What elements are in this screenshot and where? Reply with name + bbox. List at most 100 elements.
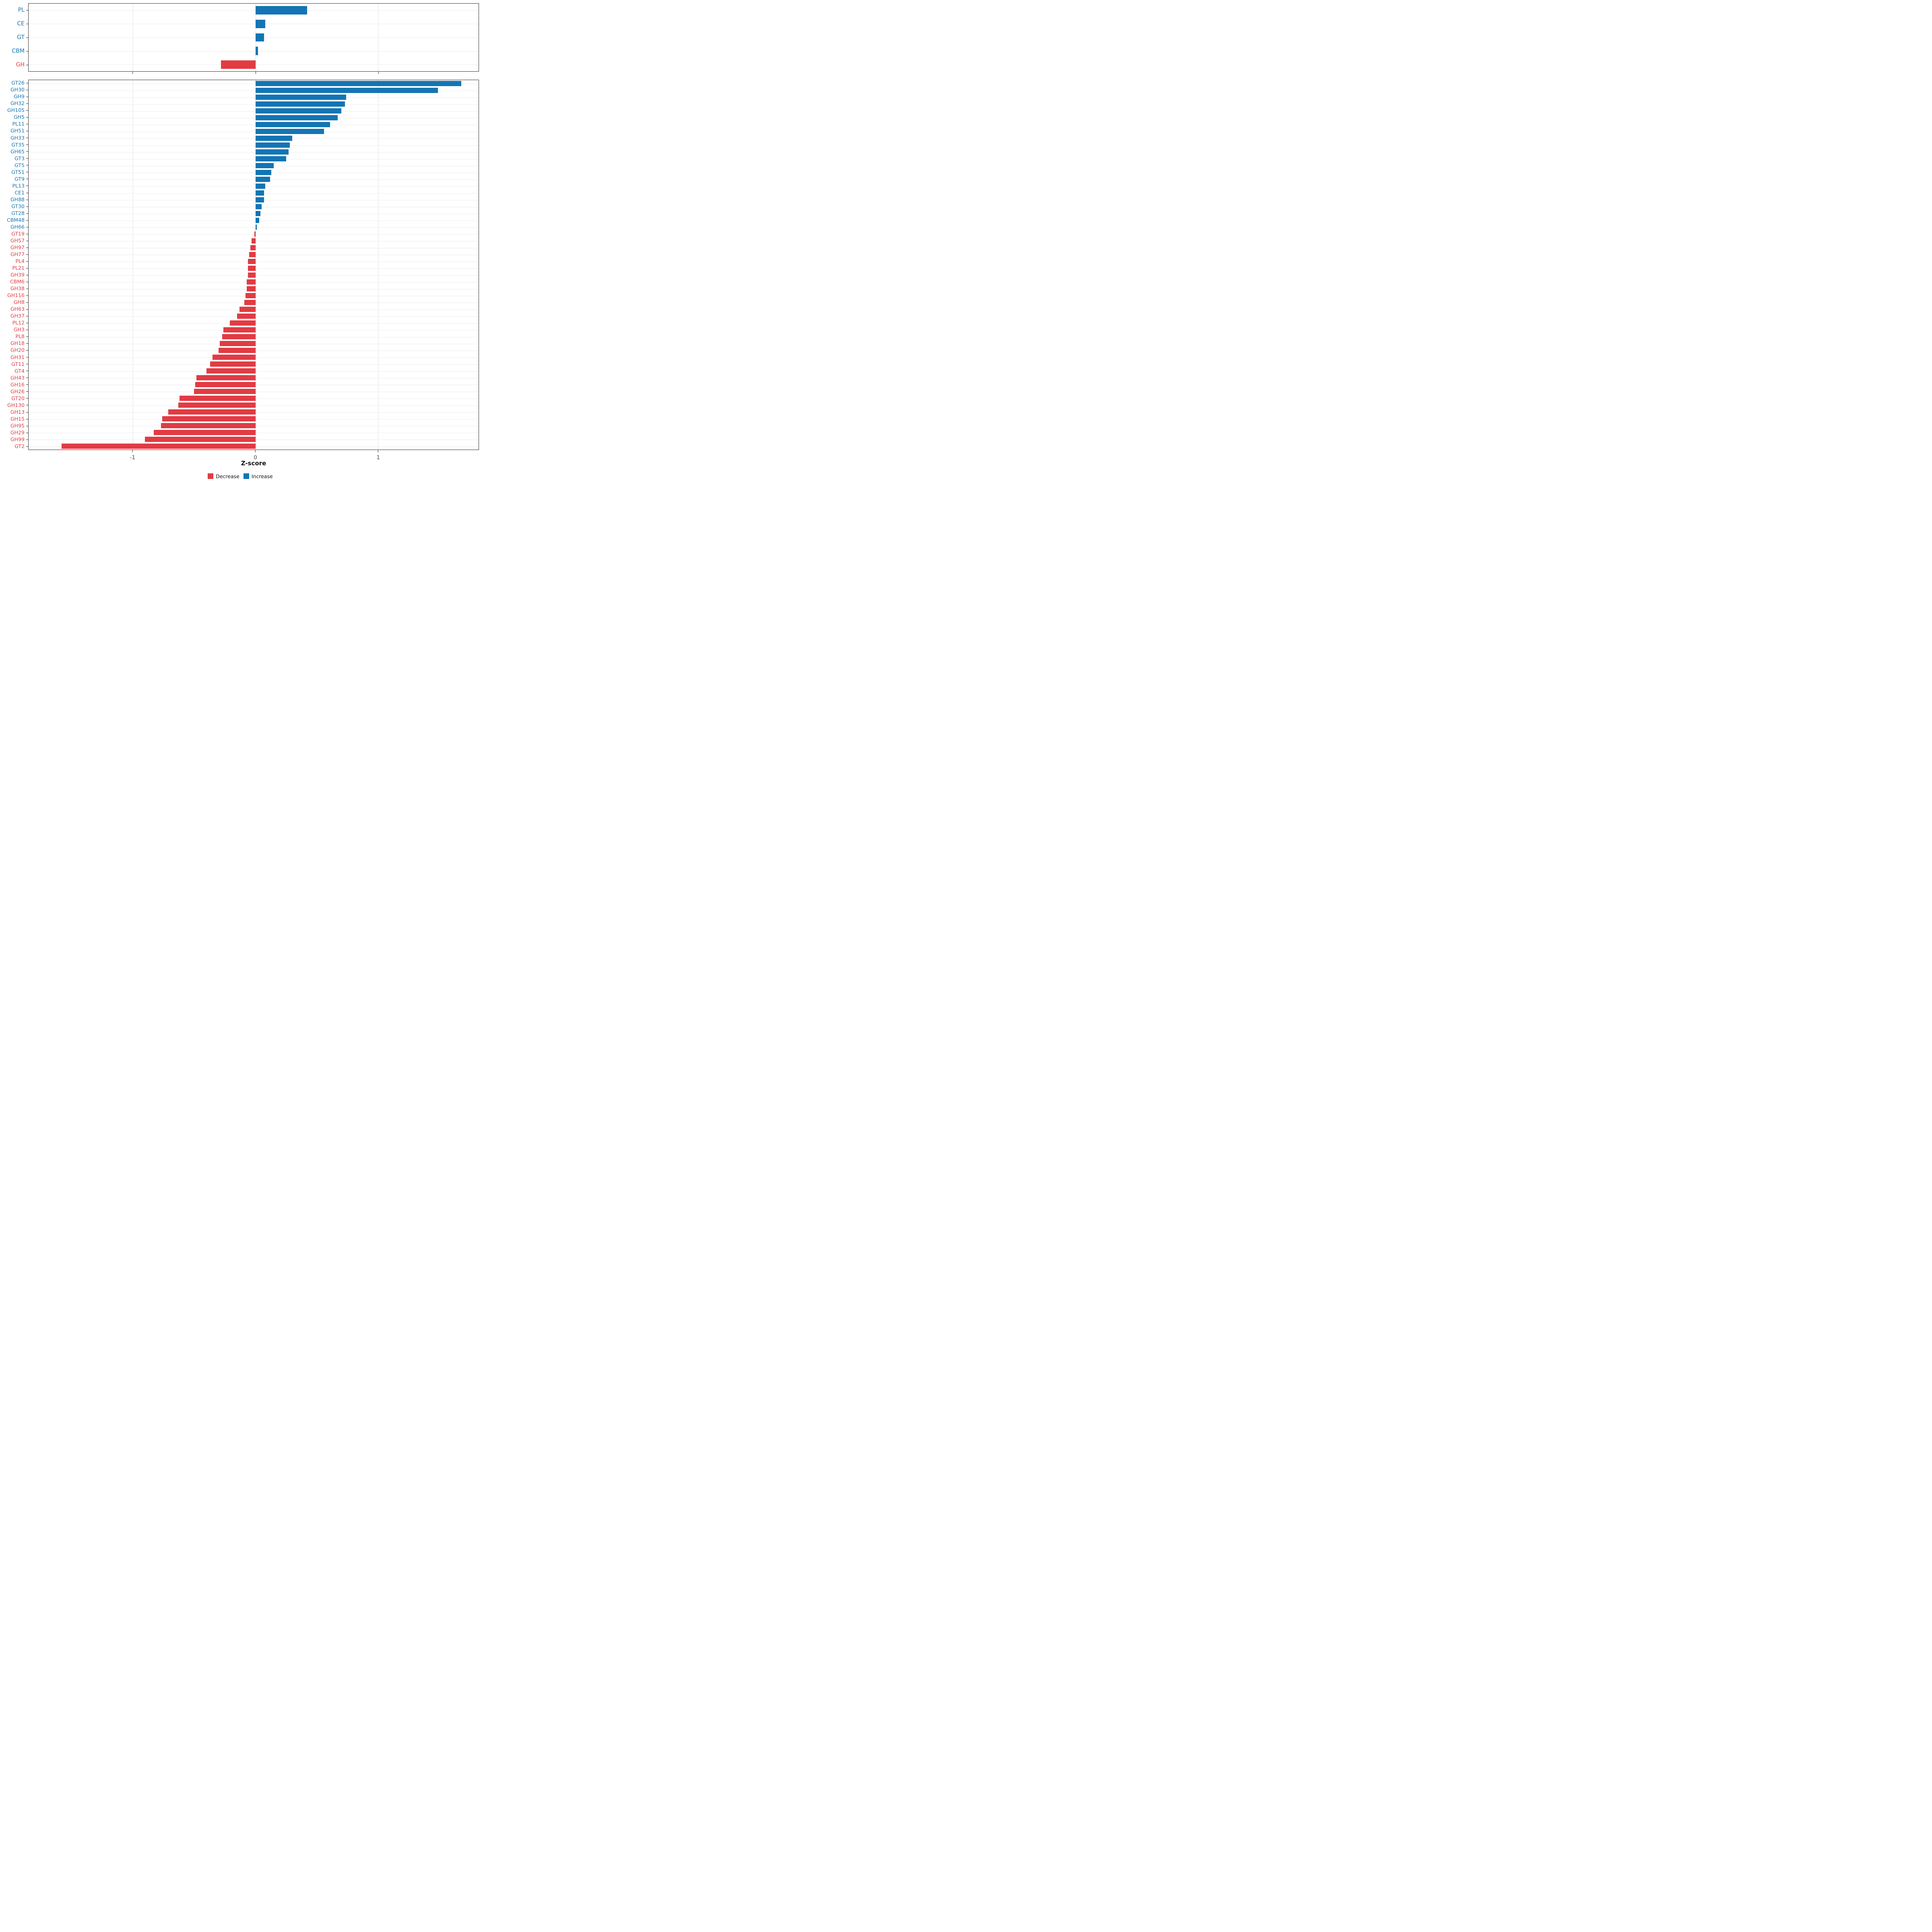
bar-row xyxy=(29,237,479,244)
y-tick-label: GH43 xyxy=(2,374,28,381)
bar-row xyxy=(29,361,479,367)
bar-row xyxy=(29,279,479,285)
bar-row xyxy=(29,87,479,94)
bar-row xyxy=(29,299,479,306)
bar-row xyxy=(29,231,479,237)
y-tick-label: GH99 xyxy=(2,436,28,443)
legend-swatch-increase xyxy=(243,473,249,479)
bar-row xyxy=(29,388,479,395)
bar-row xyxy=(29,162,479,169)
bar xyxy=(255,47,258,55)
bar-row xyxy=(29,196,479,203)
bar xyxy=(62,444,256,449)
bar-row xyxy=(29,402,479,409)
bar-row xyxy=(29,101,479,107)
bar xyxy=(237,314,256,319)
y-tick-label: GH33 xyxy=(2,134,28,141)
bar-row xyxy=(29,272,479,279)
legend-item-decrease: Decrease xyxy=(208,473,239,479)
bar xyxy=(249,252,256,257)
bar xyxy=(255,184,265,189)
bar xyxy=(145,437,256,442)
y-tick-label: GH29 xyxy=(2,429,28,436)
y-tick-label: GT51 xyxy=(2,169,28,175)
bar-row xyxy=(29,443,479,450)
bar-row xyxy=(29,258,479,265)
y-tick-label: GH37 xyxy=(2,313,28,320)
bar xyxy=(239,307,256,312)
legend-label-increase: Increase xyxy=(251,473,273,479)
y-tick-label: GH16 xyxy=(2,381,28,388)
bar xyxy=(178,402,256,408)
y-tick-label: GH57 xyxy=(2,237,28,244)
y-tick-label: CBM xyxy=(2,44,28,58)
bar xyxy=(255,156,286,161)
bar xyxy=(244,300,256,305)
plot-area-bottom xyxy=(28,80,479,450)
bar xyxy=(255,33,264,42)
bar xyxy=(223,327,256,332)
y-tick-label: CE xyxy=(2,17,28,31)
y-tick-label: GT30 xyxy=(2,203,28,210)
y-tick-label: GH26 xyxy=(2,388,28,395)
legend-item-increase: Increase xyxy=(243,473,273,479)
bar xyxy=(255,108,341,114)
x-axis: -1 0 1 xyxy=(28,450,479,461)
bar xyxy=(250,245,256,250)
x-tick-label: 0 xyxy=(254,455,257,461)
bar xyxy=(248,259,256,264)
y-tick-label: PL xyxy=(2,3,28,17)
bar xyxy=(247,286,256,291)
bar-row xyxy=(29,333,479,340)
bar xyxy=(255,149,289,155)
bar-row xyxy=(29,135,479,142)
bar xyxy=(252,238,256,244)
bar xyxy=(255,225,257,230)
bar-row xyxy=(29,320,479,326)
bar-row xyxy=(29,292,479,299)
bar-row xyxy=(29,142,479,149)
bar xyxy=(255,95,346,100)
bar xyxy=(212,355,256,360)
y-tick-label: GH38 xyxy=(2,285,28,292)
y-tick-label: GH97 xyxy=(2,244,28,251)
bar-row xyxy=(29,128,479,135)
bar-row xyxy=(29,422,479,429)
y-tick-label: GH63 xyxy=(2,306,28,313)
y-tick-label: GT28 xyxy=(2,210,28,217)
y-tick-label: PL21 xyxy=(2,265,28,272)
bar-row xyxy=(29,429,479,436)
y-tick-label: GH30 xyxy=(2,87,28,93)
bar-row xyxy=(29,190,479,196)
bar xyxy=(255,170,272,175)
legend: Decrease Increase xyxy=(2,469,479,483)
bar-row xyxy=(29,265,479,272)
bar xyxy=(161,423,256,428)
y-tick-label: GH8 xyxy=(2,299,28,306)
bar-row xyxy=(29,149,479,155)
y-tick-label: GT4 xyxy=(2,367,28,374)
y-tick-label: GH3 xyxy=(2,326,28,333)
y-tick-label: GT xyxy=(2,31,28,44)
x-axis-title: Z-score xyxy=(241,460,266,467)
bar xyxy=(255,197,264,202)
bar xyxy=(229,320,256,326)
y-tick-label: GT35 xyxy=(2,141,28,148)
bar xyxy=(255,211,260,216)
bar xyxy=(220,341,256,346)
bar-row xyxy=(29,251,479,258)
y-tick-label: GH130 xyxy=(2,402,28,409)
bar-row xyxy=(29,203,479,210)
y-tick-label: GH95 xyxy=(2,423,28,429)
y-tick-label: GH13 xyxy=(2,409,28,416)
bar-row xyxy=(29,285,479,292)
bar xyxy=(247,279,256,285)
y-tick-label: GH65 xyxy=(2,148,28,155)
x-tick: 1 xyxy=(377,450,380,461)
bar xyxy=(246,293,256,298)
bar-row xyxy=(29,176,479,183)
y-tick-label: GH9 xyxy=(2,93,28,100)
bar xyxy=(221,60,256,69)
y-tick-label: CE1 xyxy=(2,190,28,196)
y-tick-label: GH31 xyxy=(2,354,28,361)
